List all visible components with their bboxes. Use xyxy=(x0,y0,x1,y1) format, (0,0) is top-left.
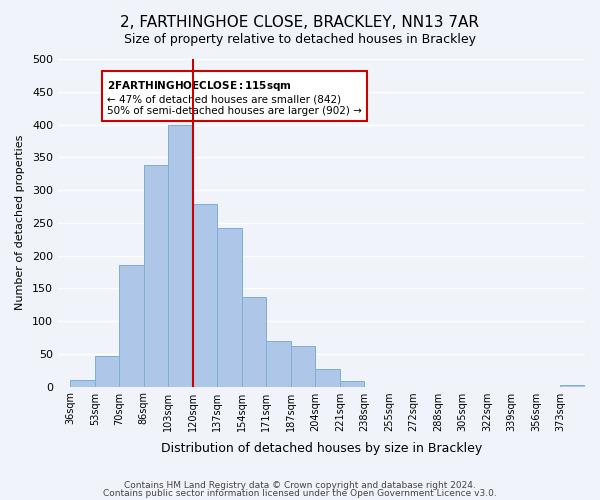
X-axis label: Distribution of detached houses by size in Brackley: Distribution of detached houses by size … xyxy=(161,442,482,455)
Text: Contains public sector information licensed under the Open Government Licence v3: Contains public sector information licen… xyxy=(103,488,497,498)
Y-axis label: Number of detached properties: Number of detached properties xyxy=(15,135,25,310)
Bar xyxy=(242,297,266,386)
Text: Contains HM Land Registry data © Crown copyright and database right 2024.: Contains HM Land Registry data © Crown c… xyxy=(124,481,476,490)
Bar xyxy=(144,165,168,386)
Bar xyxy=(340,382,364,386)
Bar xyxy=(291,346,316,387)
Bar xyxy=(168,124,193,386)
Bar xyxy=(193,204,217,386)
Text: $\bf{2 FARTHINGHOE CLOSE: 115sqm}$
← 47% of detached houses are smaller (842)
50: $\bf{2 FARTHINGHOE CLOSE: 115sqm}$ ← 47%… xyxy=(107,78,362,116)
Bar xyxy=(217,228,242,386)
Text: Size of property relative to detached houses in Brackley: Size of property relative to detached ho… xyxy=(124,32,476,46)
Bar xyxy=(316,370,340,386)
Bar xyxy=(266,340,291,386)
Text: 2, FARTHINGHOE CLOSE, BRACKLEY, NN13 7AR: 2, FARTHINGHOE CLOSE, BRACKLEY, NN13 7AR xyxy=(121,15,479,30)
Bar xyxy=(95,356,119,386)
Bar xyxy=(560,384,585,386)
Bar xyxy=(119,266,144,386)
Bar xyxy=(70,380,95,386)
